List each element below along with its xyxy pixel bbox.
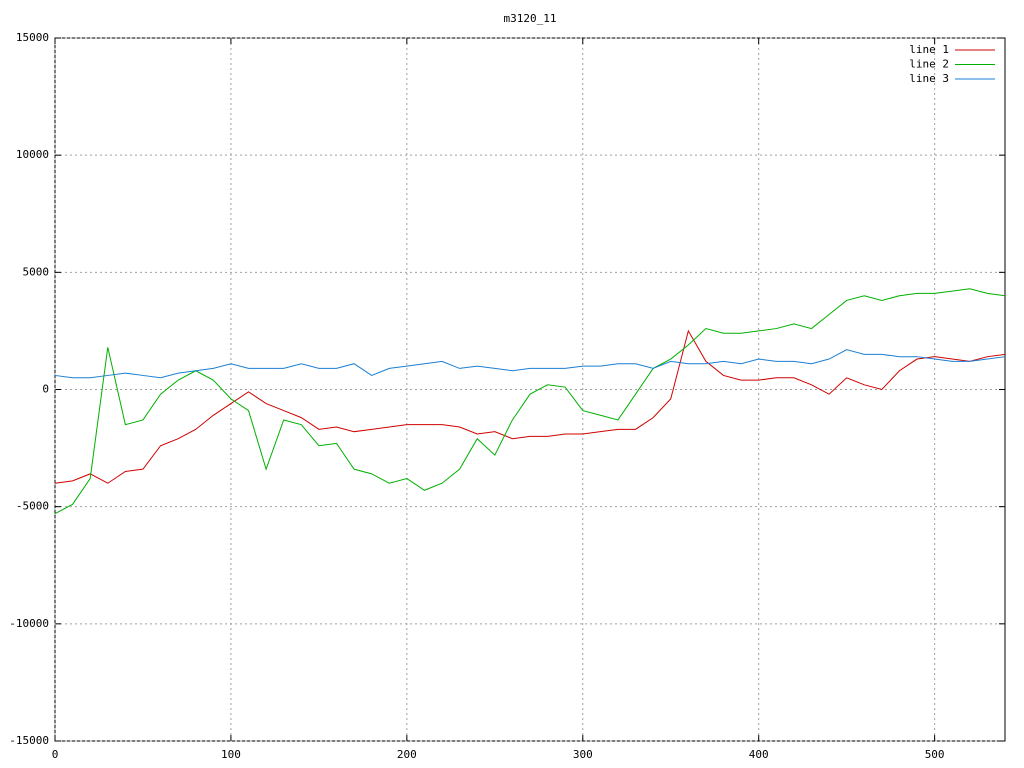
y-tick-label: -5000 bbox=[16, 500, 49, 513]
x-tick-label: 500 bbox=[925, 748, 945, 761]
y-tick-label: 0 bbox=[42, 383, 49, 396]
series-line bbox=[54, 288, 1006, 515]
y-tick-label: -10000 bbox=[9, 617, 49, 630]
legend-label: line 3 bbox=[909, 72, 949, 85]
x-tick-label: 0 bbox=[52, 748, 59, 761]
series-line bbox=[54, 329, 1006, 484]
y-tick-label: -15000 bbox=[9, 734, 49, 747]
y-tick-label: 5000 bbox=[23, 265, 50, 278]
chart-title: m3120_11 bbox=[504, 12, 557, 25]
x-tick-label: 100 bbox=[221, 748, 241, 761]
series-line bbox=[54, 349, 1006, 379]
y-tick-label: 10000 bbox=[16, 148, 49, 161]
x-tick-label: 400 bbox=[749, 748, 769, 761]
legend-label: line 2 bbox=[909, 58, 949, 71]
y-tick-label: 15000 bbox=[16, 31, 49, 44]
x-tick-label: 300 bbox=[573, 748, 593, 761]
legend-label: line 1 bbox=[909, 43, 949, 56]
x-tick-label: 200 bbox=[397, 748, 417, 761]
